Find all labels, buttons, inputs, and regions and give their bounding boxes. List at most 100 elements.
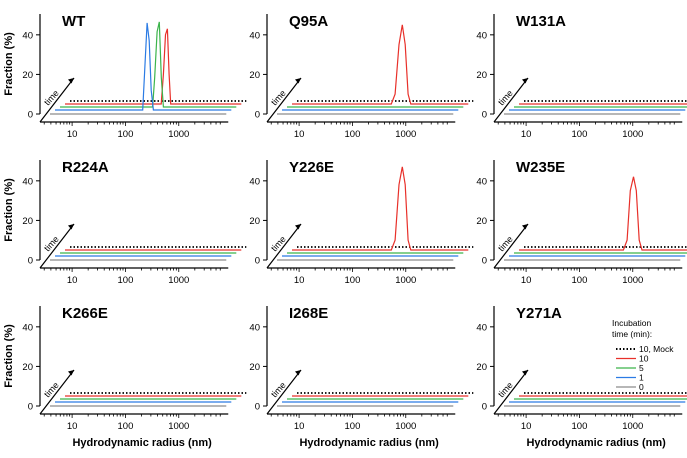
y-tick-label: 0 [255,256,260,267]
legend-entry-label: 10 [639,354,649,364]
panel-title: WT [62,13,85,30]
x-tick-label: 1000 [622,421,643,432]
panel-title: R224A [62,159,109,176]
time-axis-label: time [496,234,515,253]
y-tick-label: 40 [249,176,260,187]
y-tick-label: 0 [482,110,487,121]
panel-i268e: 0 20 40 10 100 1000 time I268E Hydrodynamic radi… [249,305,474,449]
x-tick-label: 10 [67,129,78,140]
panel-title: W131A [516,13,566,30]
x-tick-label: 1000 [168,275,189,286]
time-axis-line [39,223,75,269]
panel-title: Y271A [516,305,562,322]
y-tick-label: 20 [249,362,260,373]
series-line-10 [292,24,469,105]
x-tick-label: 100 [572,129,588,140]
y-tick-label: 40 [249,322,260,333]
time-axis-label: time [42,380,61,399]
panel-wt: 0 20 40 10 100 1000 time WT Fraction (%) [3,13,247,140]
time-axis-arrowhead [522,370,528,376]
panel-title: K266E [62,305,108,322]
panel-w131a: 0 20 40 10 100 1000 time W131A [476,13,687,140]
time-axis-label: time [42,234,61,253]
legend-entry-label: 0 [639,382,644,392]
time-axis-arrowhead [295,224,301,230]
x-tick-label: 1000 [395,275,416,286]
y-axis-label: Fraction (%) [3,178,15,242]
series-line-10 [65,28,242,105]
time-axis-line [266,77,302,123]
x-tick-label: 1000 [622,129,643,140]
series-line-10 [519,176,687,251]
x-tick-label: 100 [118,421,134,432]
panel-title: Y226E [289,159,334,176]
panel-k266e: 0 20 40 10 100 1000 time K266E Fraction (%) Hydro… [3,305,247,449]
x-tick-label: 1000 [168,129,189,140]
time-axis-arrowhead [295,78,301,84]
y-tick-label: 20 [22,70,33,81]
x-tick-label: 10 [521,129,532,140]
x-axis-label: Hydrodynamic radius (nm) [299,437,439,449]
time-axis-line [266,369,302,415]
y-tick-label: 40 [22,322,33,333]
panel-r224a: 0 20 40 10 100 1000 time R224A Fraction (%) [3,159,247,286]
y-tick-label: 40 [476,322,487,333]
x-tick-label: 10 [67,421,78,432]
x-tick-label: 100 [572,275,588,286]
y-tick-label: 0 [28,402,33,413]
panel-title: Q95A [289,13,328,30]
x-tick-label: 100 [118,129,134,140]
time-axis-label: time [269,380,288,399]
time-axis-label: time [496,88,515,107]
y-tick-label: 0 [482,256,487,267]
y-tick-label: 0 [28,110,33,121]
y-tick-label: 40 [22,176,33,187]
time-axis-line [493,369,529,415]
time-axis-arrowhead [295,370,301,376]
x-tick-label: 1000 [168,421,189,432]
x-tick-label: 1000 [622,275,643,286]
y-tick-label: 20 [476,216,487,227]
y-tick-label: 0 [255,402,260,413]
x-tick-label: 10 [294,129,305,140]
y-tick-label: 0 [482,402,487,413]
time-axis-line [39,77,75,123]
x-axis-label: Hydrodynamic radius (nm) [72,437,212,449]
time-axis-label: time [42,88,61,107]
panel-title: W235E [516,159,565,176]
time-axis-line [39,369,75,415]
x-tick-label: 100 [118,275,134,286]
y-tick-label: 40 [249,30,260,41]
x-axis-label: Hydrodynamic radius (nm) [526,437,666,449]
series-line-10 [292,166,469,251]
x-tick-label: 100 [345,421,361,432]
x-tick-label: 1000 [395,421,416,432]
time-axis-arrowhead [68,224,74,230]
panel-title: I268E [289,305,328,322]
panel-y226e: 0 20 40 10 100 1000 time Y226E [249,159,474,286]
y-axis-label: Fraction (%) [3,324,15,388]
x-tick-label: 10 [67,275,78,286]
legend-title: time (min): [612,329,652,339]
time-axis-label: time [269,88,288,107]
y-tick-label: 0 [255,110,260,121]
y-tick-label: 20 [249,70,260,81]
time-axis-line [266,223,302,269]
time-axis-arrowhead [522,78,528,84]
x-tick-label: 100 [572,421,588,432]
x-tick-label: 10 [521,275,532,286]
time-axis-arrowhead [68,370,74,376]
legend-entry-label: 10, Mock [639,344,674,354]
x-tick-label: 100 [345,275,361,286]
time-axis-line [493,223,529,269]
y-tick-label: 0 [28,256,33,267]
time-axis-label: time [496,380,515,399]
y-tick-label: 20 [476,70,487,81]
x-tick-label: 1000 [395,129,416,140]
panel-w235e: 0 20 40 10 100 1000 time W235E [476,159,687,286]
time-axis-label: time [269,234,288,253]
y-tick-label: 40 [476,176,487,187]
